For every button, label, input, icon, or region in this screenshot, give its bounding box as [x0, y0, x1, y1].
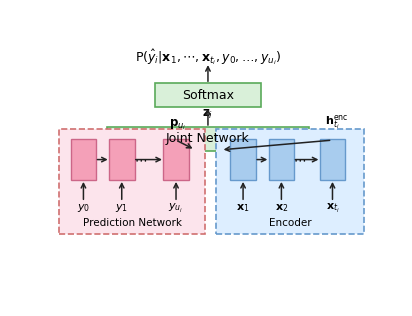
Text: $\mathbf{x}_1$: $\mathbf{x}_1$	[236, 202, 250, 214]
FancyBboxPatch shape	[216, 129, 364, 234]
FancyBboxPatch shape	[155, 83, 261, 107]
FancyBboxPatch shape	[163, 139, 189, 180]
Text: $y_{u_i}$: $y_{u_i}$	[169, 202, 184, 215]
FancyBboxPatch shape	[108, 127, 309, 151]
Text: Encoder: Encoder	[269, 218, 311, 228]
Text: $\mathbf{h}^{\mathrm{enc}}_{t_i}$: $\mathbf{h}^{\mathrm{enc}}_{t_i}$	[325, 113, 348, 131]
Text: $\mathrm{P}(\hat{y}_i|\mathbf{x}_1, \cdots, \mathbf{x}_{t_i}, y_0, \ldots, y_{u_: $\mathrm{P}(\hat{y}_i|\mathbf{x}_1, \cdo…	[135, 48, 281, 67]
Text: $\cdots$: $\cdots$	[134, 153, 147, 166]
FancyBboxPatch shape	[109, 139, 134, 180]
Text: $y_0$: $y_0$	[77, 202, 90, 214]
Text: $\mathbf{p}_{u_i}$: $\mathbf{p}_{u_i}$	[169, 117, 186, 131]
Text: $\mathbf{x}_{t_i}$: $\mathbf{x}_{t_i}$	[325, 202, 339, 215]
FancyBboxPatch shape	[59, 129, 205, 234]
FancyBboxPatch shape	[269, 139, 294, 180]
FancyBboxPatch shape	[230, 139, 256, 180]
Text: $\mathbf{z}_i$: $\mathbf{z}_i$	[202, 108, 213, 121]
Text: Prediction Network: Prediction Network	[83, 218, 182, 228]
Text: Softmax: Softmax	[182, 88, 234, 102]
FancyBboxPatch shape	[71, 139, 96, 180]
Text: $y_1$: $y_1$	[115, 202, 128, 214]
Text: Joint Network: Joint Network	[166, 132, 250, 145]
Text: $\mathbf{x}_2$: $\mathbf{x}_2$	[275, 202, 288, 214]
Text: $\cdots$: $\cdots$	[293, 153, 307, 166]
FancyBboxPatch shape	[320, 139, 345, 180]
